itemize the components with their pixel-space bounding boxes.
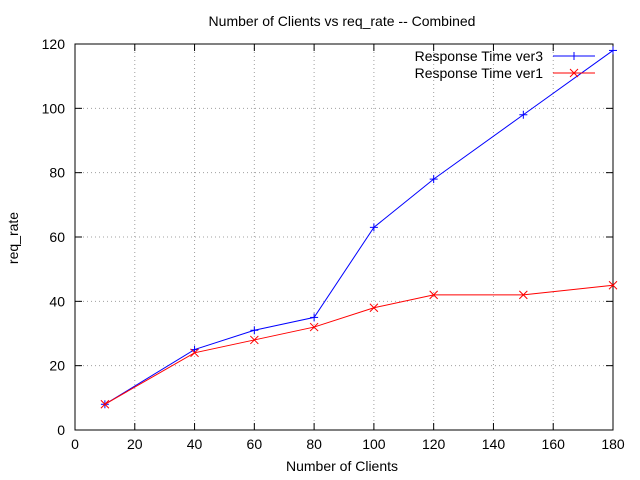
data-point [100,399,110,409]
series-layer [100,46,618,409]
data-point [609,46,617,55]
series-line [104,50,614,405]
y-tick-label: 0 [57,422,65,438]
y-tick-label: 60 [49,229,65,245]
data-point [608,280,618,290]
x-tick-label: 100 [362,436,386,452]
data-point [429,175,438,184]
y-tick-label: 120 [42,36,66,52]
legend-marker [570,52,578,60]
x-tick-label: 0 [71,436,79,452]
series-1 [100,46,617,409]
data-point [519,110,528,119]
data-point [369,303,379,313]
y-tick-label: 20 [49,358,65,374]
x-tick-label: 120 [422,436,446,452]
series-line [104,284,614,405]
y-axis-label: req_rate [5,212,21,264]
x-tick-label: 20 [127,436,143,452]
data-point [310,313,319,322]
legend-label: Response Time ver1 [415,65,544,81]
legend-marker [569,68,579,78]
data-point [369,223,378,232]
x-tick-label: 40 [187,436,203,452]
y-tick-label: 100 [42,100,66,116]
chart-title: Number of Clients vs req_rate -- Combine… [209,13,476,29]
data-point [309,322,319,332]
axis-ticks: 0 20 40 60 80 100 120 140 160 180 0 20 40 60 80 100 120 [42,36,625,452]
x-tick-label: 140 [482,436,506,452]
data-point [250,326,259,335]
data-point [249,335,259,345]
x-tick-label: 60 [247,436,263,452]
x-tick-label: 180 [601,436,625,452]
data-point [518,290,528,300]
x-tick-label: 80 [306,436,322,452]
series-2 [100,280,618,409]
x-tick-label: 160 [542,436,566,452]
grid-lines [75,44,613,430]
legend-label: Response Time ver3 [415,48,544,64]
y-tick-label: 40 [49,293,65,309]
y-tick-label: 80 [49,165,65,181]
x-axis-label: Number of Clients [286,458,398,474]
data-point [429,290,439,300]
data-point [190,348,199,358]
